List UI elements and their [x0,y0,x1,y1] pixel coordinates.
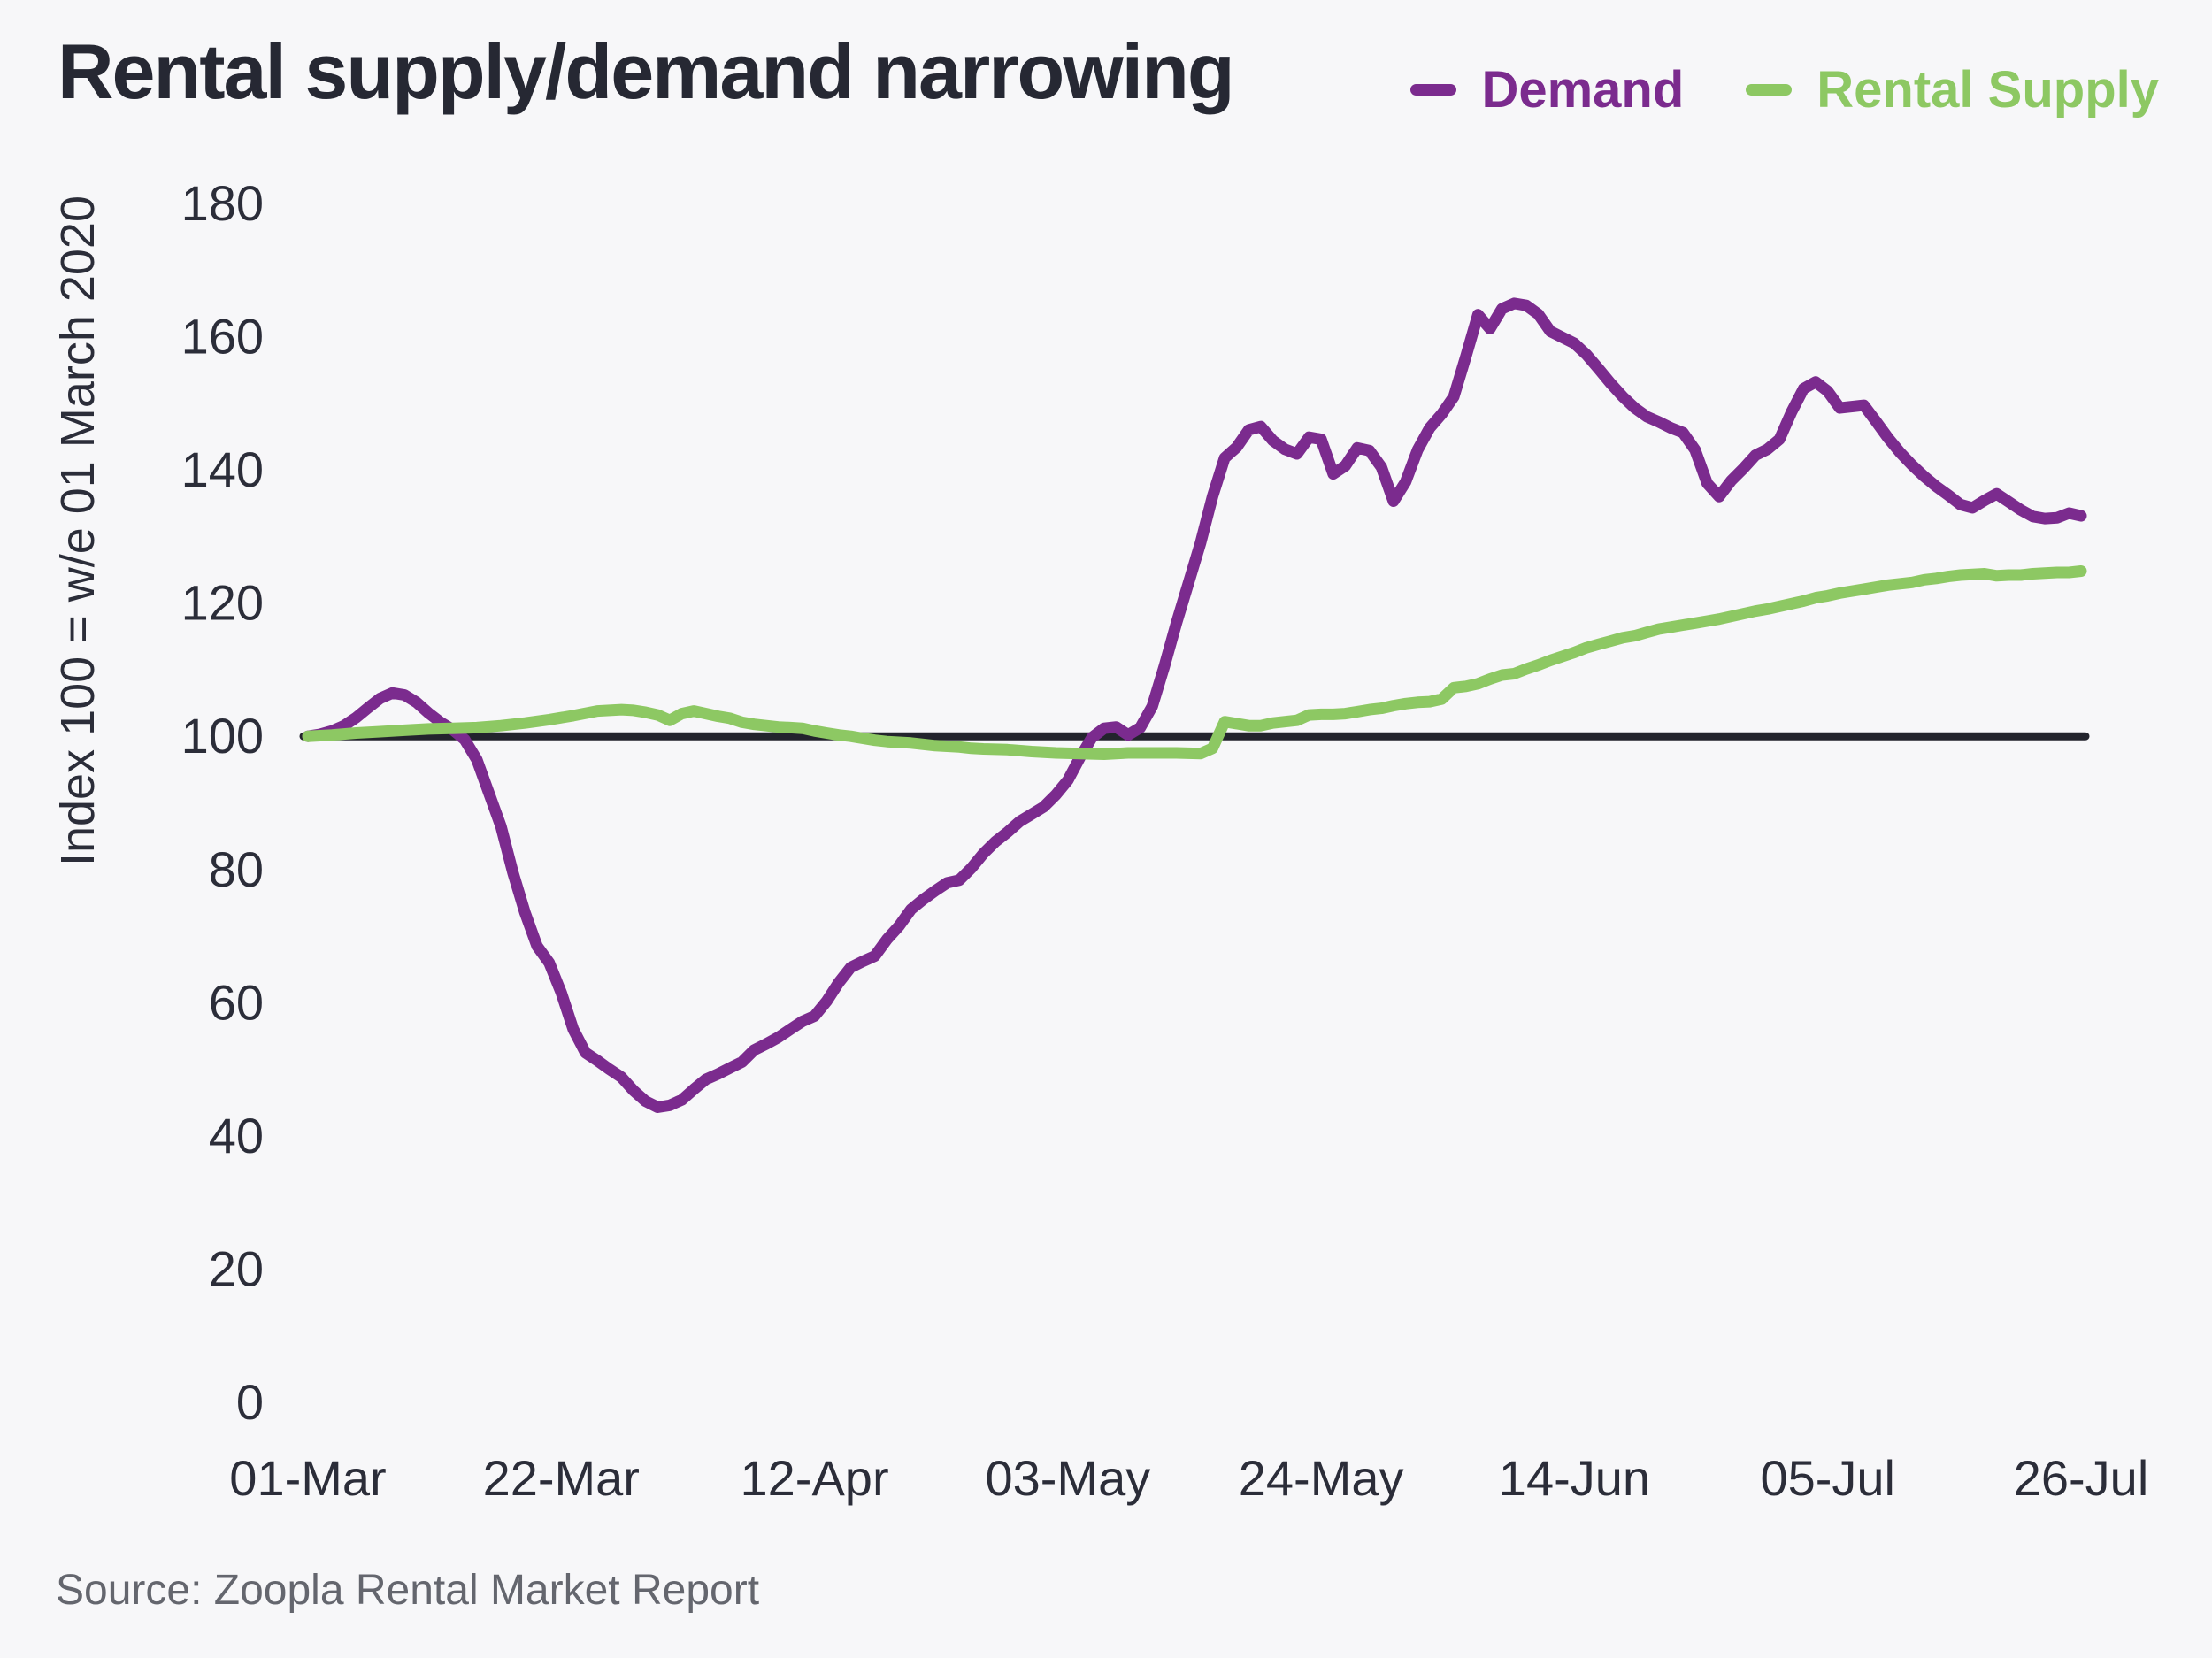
legend-dash-icon [1410,84,1457,96]
series-line-demand [302,297,2087,1113]
x-tick-label: 03-May [985,1450,1150,1506]
legend-label: Demand [1481,61,1685,119]
x-tick-label: 01-Mar [229,1450,386,1506]
y-tick-label: 0 [236,1374,264,1430]
y-tick-label: 100 [181,708,264,764]
y-tick-label: 140 [181,441,264,497]
y-tick-label: 60 [209,974,264,1030]
series-line-rental-supply [302,565,2087,760]
x-tick-label: 14-Jun [1499,1450,1650,1506]
y-tick-label: 160 [181,309,264,365]
legend-label: Rental Supply [1816,61,2159,119]
legend-item-demand: Demand [1410,60,1684,119]
chart-legend: Demand Rental Supply [1410,60,2159,119]
y-tick-label: 120 [181,575,264,631]
page-title: Rental supply/demand narrowing [58,27,1235,115]
y-tick-label: 20 [209,1240,264,1296]
y-tick-label: 180 [181,175,264,231]
x-tick-label: 12-Apr [741,1450,889,1506]
legend-dash-icon [1746,84,1793,96]
legend-item-rental-supply: Rental Supply [1746,60,2159,119]
x-tick-label: 22-Mar [483,1450,640,1506]
x-tick-label: 05-Jul [1760,1450,1895,1506]
y-tick-label: 40 [209,1108,264,1163]
source-note: Source: Zoopla Rental Market Report [56,1567,760,1614]
x-tick-label: 26-Jul [2014,1450,2149,1506]
y-tick-label: 80 [209,841,264,897]
x-tick-label: 24-May [1239,1450,1404,1506]
